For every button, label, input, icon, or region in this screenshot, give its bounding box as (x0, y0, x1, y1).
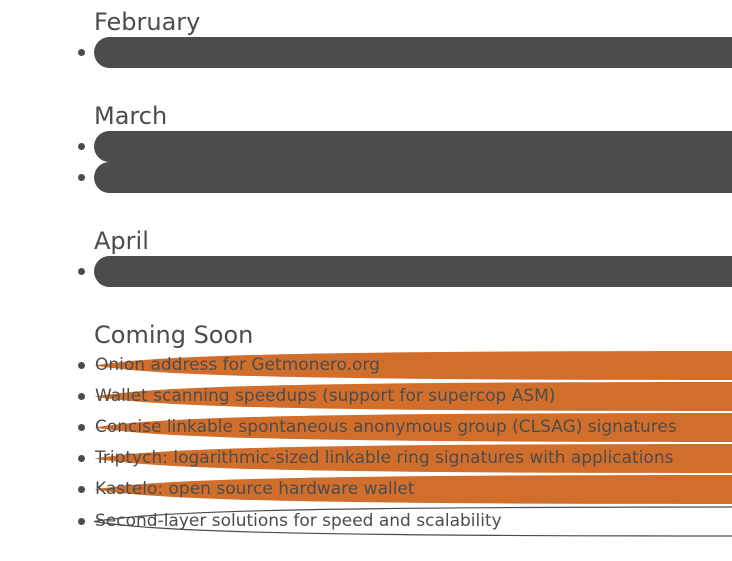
list-bullet (78, 49, 85, 56)
planned-outline (94, 506, 732, 537)
completed-bar (94, 37, 732, 68)
section-heading-coming-soon: Coming Soon (94, 321, 254, 349)
roadmap-item (0, 131, 732, 162)
list-bullet (78, 174, 85, 181)
list-bullet (78, 455, 85, 462)
list-bullet (78, 362, 85, 369)
in-progress-bar (94, 413, 732, 442)
completed-bar (94, 131, 732, 162)
roadmap-item-label: Concise linkable spontaneous anonymous g… (95, 417, 677, 437)
list-bullet (78, 424, 85, 431)
roadmap-item (0, 37, 732, 68)
roadmap-item: Onion address for Getmonero.org (0, 350, 732, 381)
roadmap-item: Wallet scanning speedups (support for su… (0, 381, 732, 412)
completed-bar (94, 162, 732, 193)
list-bullet (78, 268, 85, 275)
list-bullet (78, 518, 85, 525)
in-progress-bar (94, 475, 732, 504)
list-bullet (78, 143, 85, 150)
month-heading-march: March (94, 102, 168, 130)
roadmap-item: Kastelo: open source hardware wallet (0, 474, 732, 505)
roadmap-item-label: Onion address for Getmonero.org (95, 355, 380, 375)
in-progress-bar (94, 351, 732, 380)
roadmap-item-label: Second-layer solutions for speed and sca… (95, 511, 502, 531)
roadmap-item-label: Kastelo: open source hardware wallet (95, 479, 415, 499)
list-bullet (78, 486, 85, 493)
completed-bar (94, 256, 732, 287)
roadmap-item: Second-layer solutions for speed and sca… (0, 506, 732, 537)
month-heading-february: February (94, 8, 201, 36)
month-heading-april: April (94, 227, 149, 255)
roadmap-item: Triptych: logarithmic-sized linkable rin… (0, 443, 732, 474)
roadmap-item-label: Wallet scanning speedups (support for su… (95, 386, 556, 406)
roadmap-item (0, 256, 732, 287)
list-bullet (78, 393, 85, 400)
roadmap-item-label: Triptych: logarithmic-sized linkable rin… (95, 448, 674, 468)
roadmap-item (0, 162, 732, 193)
roadmap-item: Concise linkable spontaneous anonymous g… (0, 412, 732, 443)
in-progress-bar (94, 382, 732, 411)
in-progress-bar (94, 444, 732, 473)
